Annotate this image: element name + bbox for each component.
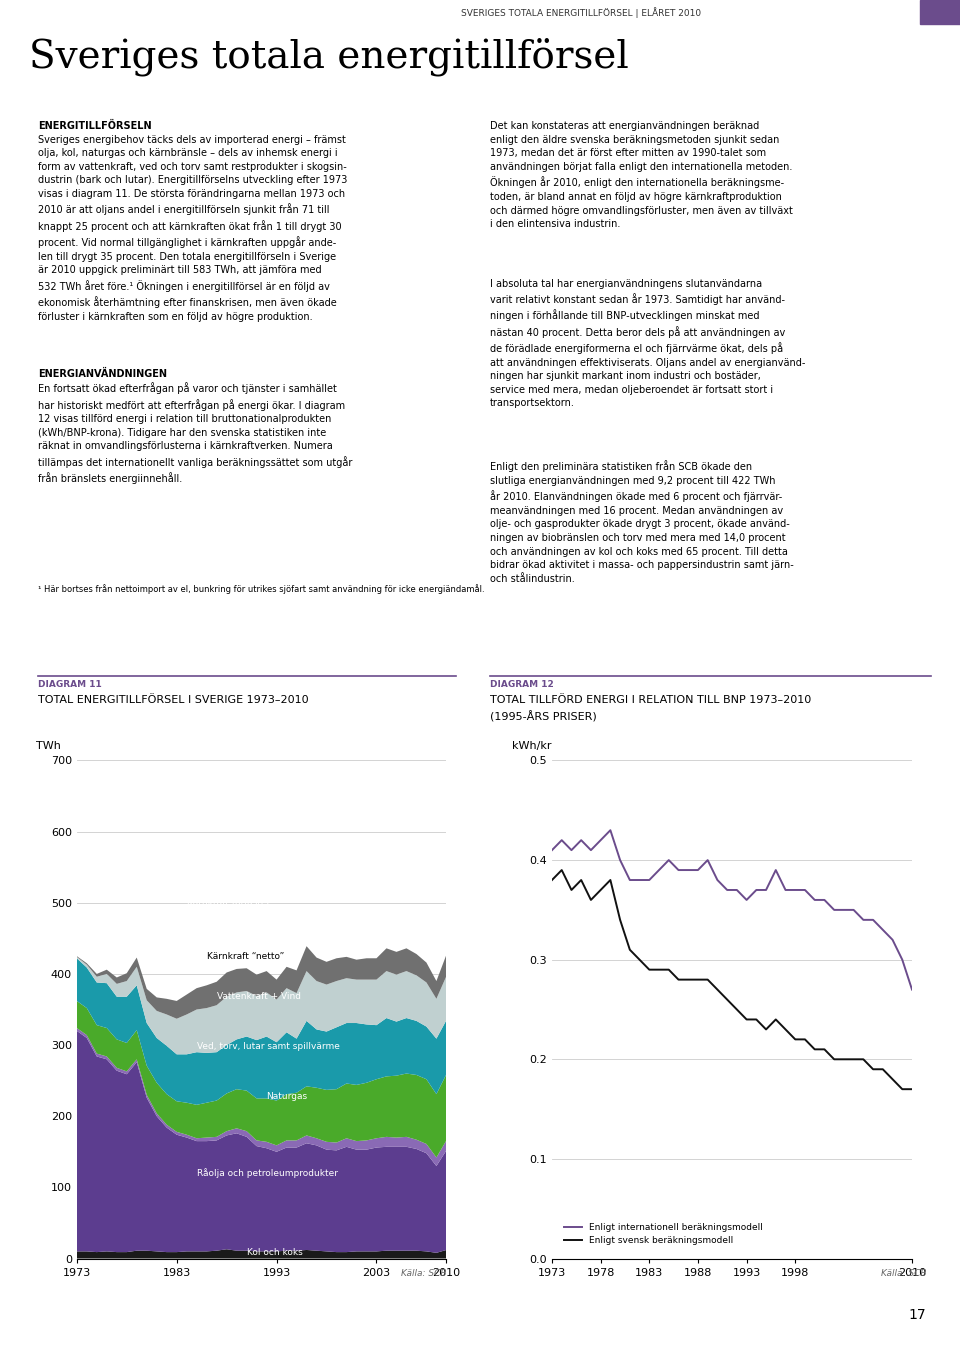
Text: Enligt den preliminära statistiken från SCB ökade den
slutliga energianvändninge: Enligt den preliminära statistiken från …	[490, 460, 793, 584]
Text: SVERIGES TOTALA ENERGITILLFÖRSEL | ELÅRET 2010: SVERIGES TOTALA ENERGITILLFÖRSEL | ELÅRE…	[461, 7, 701, 17]
Text: ENERGITILLFÖRSELN: ENERGITILLFÖRSELN	[38, 121, 152, 131]
Text: Råolja och petroleumprodukter: Råolja och petroleumprodukter	[197, 1168, 338, 1178]
Text: Sveriges totala energitillförsel: Sveriges totala energitillförsel	[29, 38, 629, 75]
Text: En fortsatt ökad efterfrågan på varor och tjänster i samhället
har historiskt me: En fortsatt ökad efterfrågan på varor oc…	[38, 382, 352, 485]
Text: 17: 17	[909, 1308, 926, 1322]
Text: Sveriges energibehov täcks dels av importerad energi – främst
olja, kol, naturga: Sveriges energibehov täcks dels av impor…	[38, 135, 348, 322]
Bar	[920, 0, 960, 24]
Text: Kol och koks: Kol och koks	[247, 1248, 302, 1257]
Text: ENERGIANVÄNDNINGEN: ENERGIANVÄNDNINGEN	[38, 369, 167, 378]
Text: Kärnkraft förluster: Kärnkraft förluster	[186, 898, 270, 907]
Legend: Enligt internationell beräkningsmodell, Enligt svensk beräkningsmodell: Enligt internationell beräkningsmodell, …	[560, 1219, 766, 1249]
Text: kWh/kr: kWh/kr	[513, 740, 552, 751]
Text: DIAGRAM 11: DIAGRAM 11	[38, 680, 102, 689]
Text: TWh: TWh	[36, 740, 61, 751]
Text: TOTAL ENERGITILLFÖRSEL I SVERIGE 1973–2010: TOTAL ENERGITILLFÖRSEL I SVERIGE 1973–20…	[38, 695, 309, 704]
Text: DIAGRAM 12: DIAGRAM 12	[490, 680, 553, 689]
Text: Källa: SCB: Källa: SCB	[881, 1269, 926, 1277]
Text: Det kan konstateras att energianvändningen beräknad
enligt den äldre svenska ber: Det kan konstateras att energianvändning…	[490, 121, 792, 229]
Text: Ved, torv, lutar samt spillvärme: Ved, torv, lutar samt spillvärme	[197, 1042, 340, 1051]
Text: TOTAL TILLFÖRD ENERGI I RELATION TILL BNP 1973–2010: TOTAL TILLFÖRD ENERGI I RELATION TILL BN…	[490, 695, 811, 704]
Text: Kärnkraft “netto”: Kärnkraft “netto”	[206, 952, 284, 961]
Text: (1995-ÅRS PRISER): (1995-ÅRS PRISER)	[490, 711, 596, 721]
Text: Källa: SCB: Källa: SCB	[401, 1269, 446, 1277]
Text: I absoluta tal har energianvändningens slutanvändarna
varit relativt konstant se: I absoluta tal har energianvändningens s…	[490, 279, 805, 408]
Text: Vattenkraft + Vind: Vattenkraft + Vind	[217, 992, 300, 1001]
Text: Naturgas: Naturgas	[267, 1092, 308, 1101]
Text: ¹ Här bortses från nettoimport av el, bunkring för utrikes sjöfart samt användni: ¹ Här bortses från nettoimport av el, bu…	[38, 584, 485, 594]
